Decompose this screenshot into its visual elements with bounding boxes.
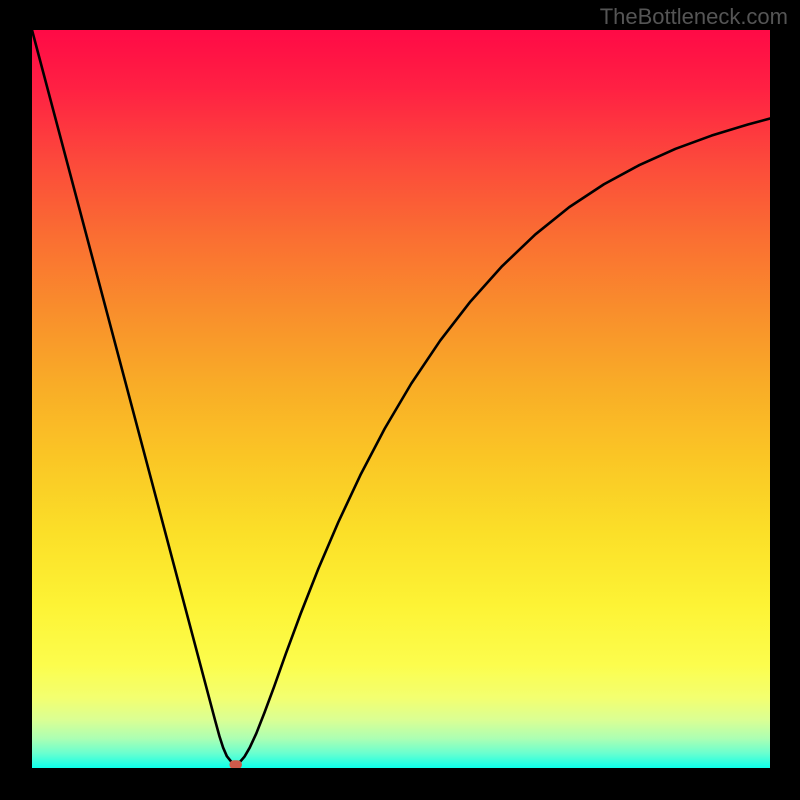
canvas: TheBottleneck.com: [0, 0, 800, 800]
dip-marker: [229, 760, 242, 768]
bottleneck-curve: [32, 30, 770, 764]
plot-area: [32, 30, 770, 768]
curve-layer: [32, 30, 770, 768]
watermark-text: TheBottleneck.com: [600, 4, 788, 30]
